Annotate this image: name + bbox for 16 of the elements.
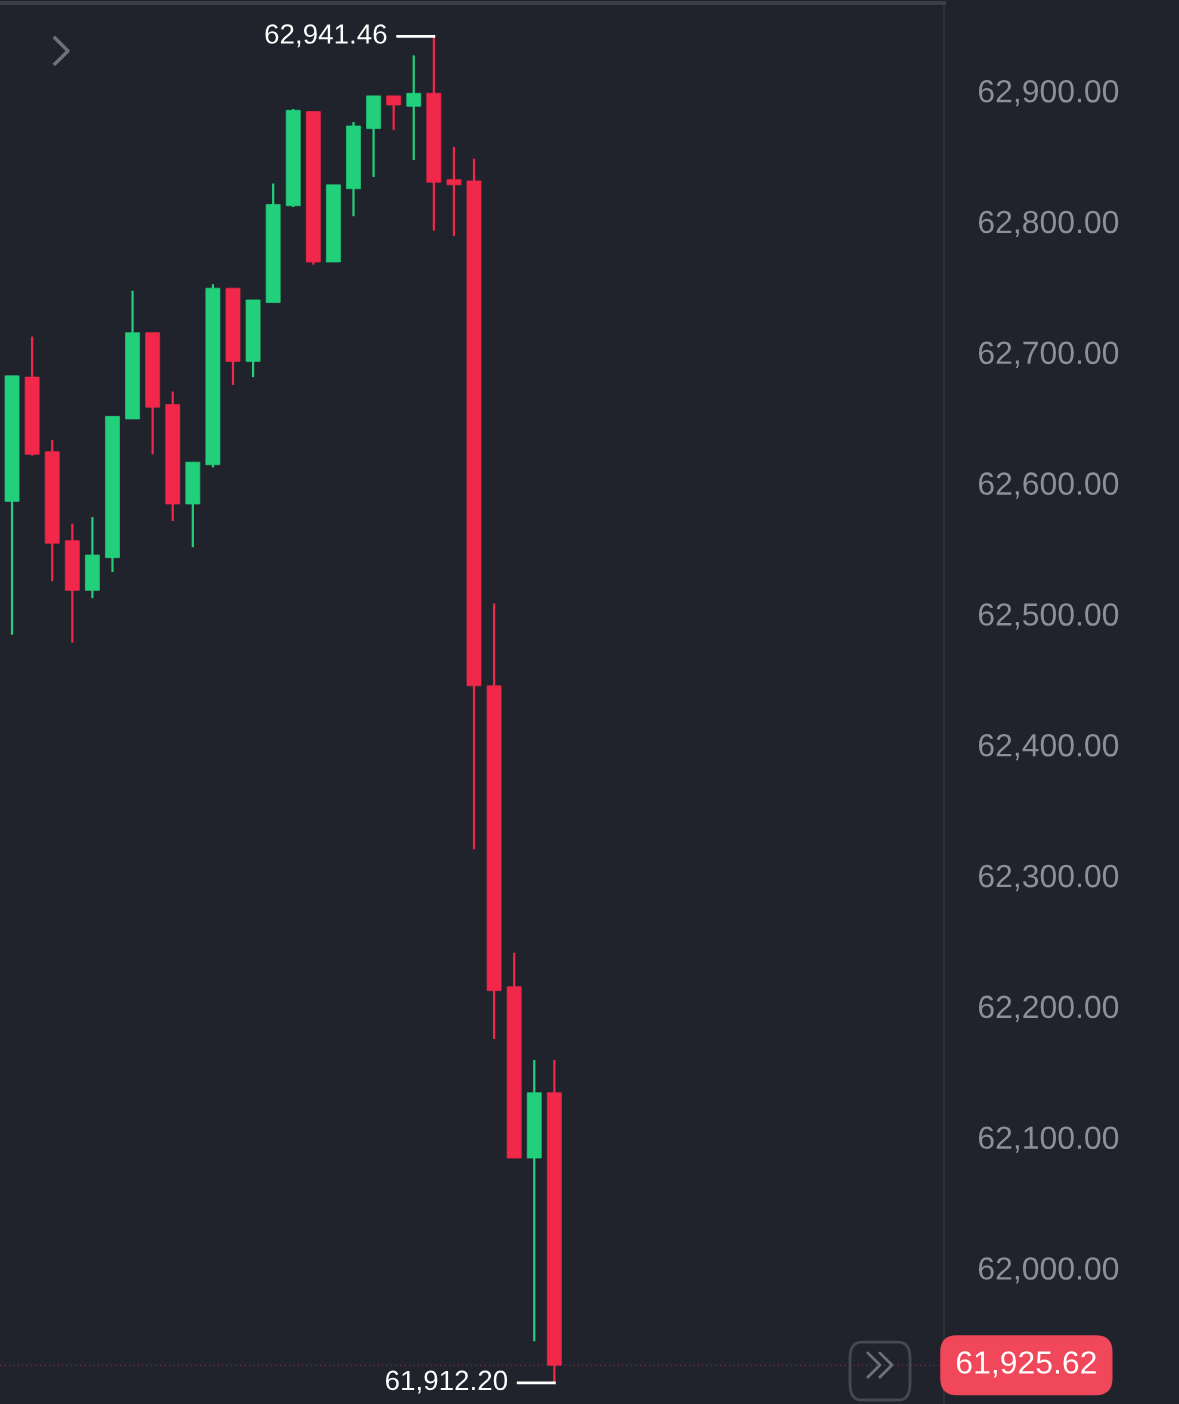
y-tick-label: 62,900.00 (978, 79, 1119, 107)
y-tick-label: 62,100.00 (978, 1126, 1119, 1153)
y-tick-label: 62,200.00 (978, 995, 1119, 1022)
annotation: 61,912.20 (386, 1370, 508, 1394)
y-tick-label: 62,000.00 (978, 1257, 1119, 1284)
y-tick-label: 62,600.00 (978, 472, 1119, 499)
y-tick-label: 62,300.00 (978, 864, 1119, 892)
y-tick-label: 62,800.00 (978, 210, 1119, 238)
ref-line-label: 61,925.62 (956, 1351, 1096, 1378)
y-tick-label: 62,700.00 (978, 341, 1119, 368)
y-tick-label: 62,500.00 (978, 603, 1119, 630)
candlestick (386, 94, 402, 131)
candlestick (446, 145, 462, 237)
candlestick (406, 54, 422, 162)
y-tick-label: 62,400.00 (978, 733, 1119, 761)
annotation: 62,941.46 (265, 24, 387, 48)
